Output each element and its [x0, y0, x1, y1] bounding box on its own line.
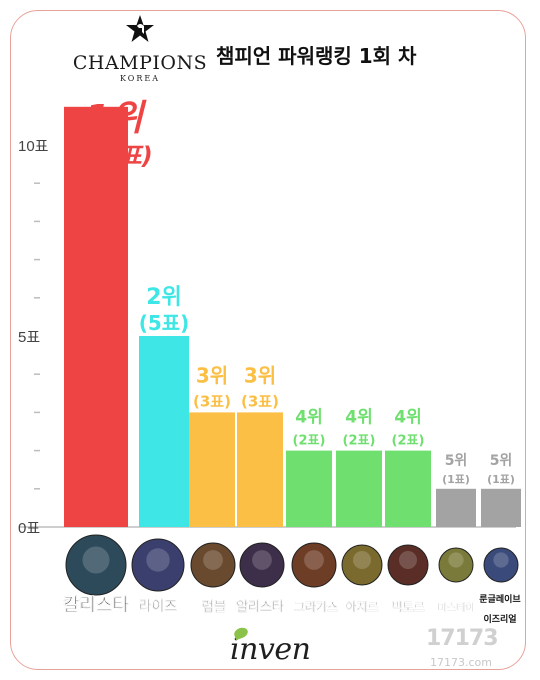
star-helmet-icon [126, 15, 154, 42]
vote-label: (2표) [343, 434, 376, 449]
watermark-logo-text: 17173 [426, 626, 499, 651]
category-label: 이즈리얼 [483, 613, 516, 625]
logo-text: CHAMPIONS [72, 52, 208, 74]
vote-label: (3표) [241, 392, 279, 410]
vote-label: (2표) [293, 434, 326, 449]
site-watermark: 17173 17173.com [426, 626, 516, 676]
y-tick-label: 0표 [18, 520, 40, 537]
card-frame [10, 10, 526, 670]
bar [237, 412, 283, 527]
inven-logo: inven [230, 625, 311, 667]
bar [189, 412, 235, 527]
bar [286, 450, 332, 527]
portrait-highlight [399, 551, 417, 569]
logo-subtext: KOREA [120, 74, 160, 83]
y-tick-label: 10표 [18, 138, 49, 155]
rank-label: 5위 [445, 453, 468, 469]
bar [385, 450, 431, 527]
category-label: 칼리스타 [63, 595, 130, 616]
gragas-portrait-icon [291, 542, 337, 588]
vote-label: (11표) [75, 142, 152, 170]
inven-logo-text: inven [230, 632, 311, 667]
viktor-portrait-icon [387, 544, 429, 586]
kalista-portrait-icon [65, 534, 127, 596]
bar [139, 336, 189, 527]
portrait-highlight [304, 550, 324, 570]
category-label: 그라가스 [294, 599, 338, 614]
rank-label: 4위 [295, 408, 322, 428]
rumble-portrait-icon [190, 542, 236, 588]
category-label: 빅토르 [391, 600, 424, 614]
alistar-portrait-icon [239, 542, 285, 588]
rank-label: 4위 [394, 408, 421, 428]
portrait-highlight [252, 550, 272, 570]
rank-label: 2위 [146, 285, 182, 310]
rank-label: 5위 [490, 453, 513, 469]
rank-label: 3위 [196, 363, 228, 387]
category-label: 알리스타 [236, 599, 284, 615]
vote-label: (2표) [392, 434, 425, 449]
rank-label: 4위 [345, 408, 372, 428]
portrait-highlight [82, 546, 110, 574]
rank-label: 1위 [85, 98, 147, 139]
watermark-url: 17173.com [430, 656, 492, 669]
vote-label: (1표) [487, 473, 515, 486]
portrait-highlight [203, 550, 223, 570]
vote-label: (5표) [139, 311, 190, 335]
master-yi-portrait-icon [438, 547, 474, 583]
category-label: 아지르 [345, 599, 378, 614]
category-label: 라이즈 [139, 598, 178, 615]
bar [436, 488, 476, 527]
ryze-portrait-icon [131, 538, 185, 592]
category-label: 룬글레이브 [479, 593, 521, 605]
azir-portrait-icon [341, 544, 383, 586]
bar [64, 106, 128, 528]
rank-label: 3위 [244, 363, 276, 387]
category-label: 럼블 [202, 600, 226, 615]
portrait-highlight [448, 552, 464, 568]
vote-label: (1표) [442, 473, 470, 486]
portrait-highlight [146, 548, 170, 572]
page-title: 챔피언 파워랭킹 1회 차 [216, 44, 417, 68]
portrait-highlight [493, 552, 509, 568]
vote-label: (3표) [193, 392, 231, 410]
bar [481, 488, 521, 527]
y-tick-label: 5표 [18, 329, 40, 346]
ezreal-portrait-icon [483, 547, 519, 583]
champions-korea-logo: CHAMPIONS KOREA [70, 14, 210, 84]
bar [336, 450, 382, 527]
portrait-highlight [353, 551, 371, 569]
category-label: 마스터이 [438, 601, 475, 614]
